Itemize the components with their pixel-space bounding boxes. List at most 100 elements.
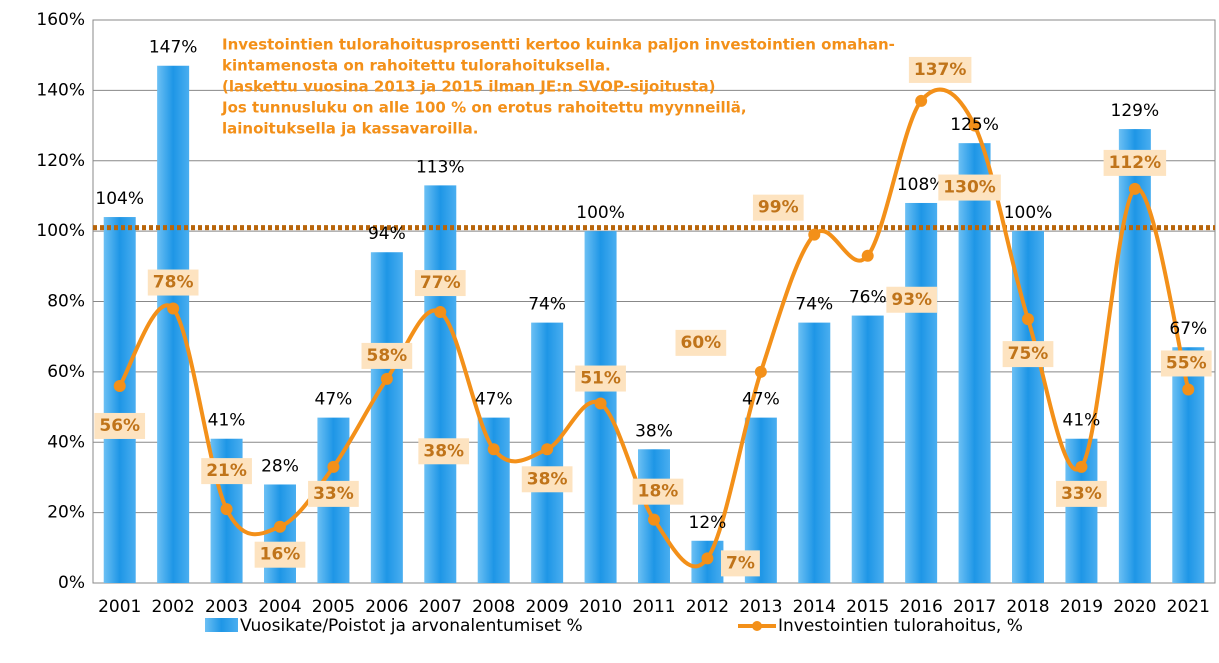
label-background [938, 174, 1001, 201]
line-value-label: 130% [943, 178, 996, 198]
x-tick-label: 2005 [312, 597, 355, 617]
line-value-label: 77% [420, 273, 461, 293]
y-tick-label: 100% [36, 221, 85, 241]
x-tick-label: 2004 [258, 597, 301, 617]
label-background [632, 478, 684, 505]
line-marker [113, 379, 126, 392]
y-tick-label: 140% [36, 80, 85, 100]
x-tick-label: 2016 [900, 597, 943, 617]
bar [157, 65, 190, 583]
line-value-label: 18% [638, 482, 679, 502]
line-value-label: 38% [423, 441, 464, 461]
bar-value-label: 104% [95, 189, 144, 209]
line-value-label: 21% [206, 461, 247, 481]
y-tick-label: 160% [36, 10, 85, 30]
line-value-label: 78% [153, 273, 194, 293]
annotation: Jos tunnusluku on alle 100 % on erotus r… [221, 99, 747, 117]
bar-value-label: 100% [576, 203, 625, 223]
line-value-label: 16% [260, 545, 301, 565]
x-tick-label: 2020 [1113, 597, 1156, 617]
line-value-label: 38% [527, 469, 568, 489]
line-value-label: 33% [313, 484, 354, 504]
line-marker [968, 119, 981, 132]
y-tick-label: 120% [36, 151, 85, 171]
label-background [361, 342, 413, 369]
line-marker [594, 397, 607, 410]
x-tick-label: 2019 [1060, 597, 1103, 617]
line-marker [541, 443, 554, 456]
x-tick-label: 2009 [526, 597, 569, 617]
x-tick-label: 2008 [472, 597, 515, 617]
y-tick-label: 60% [47, 362, 85, 382]
annotation: lainoituksella ja kassavaroilla. [222, 120, 479, 138]
bar [264, 484, 296, 583]
bar-value-label: 47% [742, 390, 780, 410]
label-background [418, 438, 470, 465]
line-value-label: 33% [1061, 484, 1102, 504]
x-tick-label: 2006 [365, 597, 408, 617]
label-background [521, 466, 573, 493]
x-tick-label: 2007 [419, 597, 462, 617]
bar-value-label: 108% [897, 175, 946, 195]
x-tick-label: 2015 [846, 597, 889, 617]
line-marker [1128, 182, 1141, 195]
line-marker [1182, 383, 1195, 396]
line-marker [754, 365, 767, 378]
line-marker [808, 228, 821, 241]
line-marker [327, 460, 340, 473]
legend-label: Investointien tulorahoitus, % [778, 616, 1023, 636]
label-background [147, 269, 199, 296]
legend-label: Vuosikate/Poistot ja arvonalentumiset % [240, 616, 583, 636]
bar-value-label: 41% [1063, 411, 1101, 431]
x-tick-label: 2017 [953, 597, 996, 617]
bar-value-label: 47% [475, 390, 513, 410]
bar-value-label: 67% [1169, 319, 1207, 339]
y-tick-label: 20% [47, 503, 85, 523]
bar-value-label: 125% [950, 115, 999, 135]
bar-value-label: 28% [261, 456, 299, 476]
x-tick-label: 2021 [1167, 597, 1210, 617]
line-marker [274, 520, 286, 533]
line-marker [701, 552, 714, 565]
bar-value-label: 100% [1004, 203, 1053, 223]
line-value-label: 93% [891, 290, 932, 310]
label-background [886, 286, 938, 313]
bar [103, 217, 136, 584]
label-background [201, 458, 252, 485]
line-marker [915, 94, 928, 107]
bar-value-label: 76% [849, 288, 887, 308]
line-value-label: 75% [1008, 344, 1049, 364]
line-marker [434, 306, 447, 319]
label-background [575, 365, 626, 392]
label-background [675, 329, 727, 356]
x-tick-label: 2003 [205, 597, 248, 617]
label-background [254, 541, 306, 568]
x-tick-label: 2002 [152, 597, 195, 617]
label-background [308, 480, 359, 507]
y-tick-label: 0% [58, 573, 85, 593]
line-value-label: 99% [758, 198, 799, 218]
line-marker [1075, 460, 1088, 473]
bar-value-label: 47% [315, 390, 353, 410]
bar-value-label: 41% [208, 411, 246, 431]
x-tick-label: 2010 [579, 597, 622, 617]
bar [851, 315, 884, 583]
label-background [414, 270, 466, 297]
legend-swatch [205, 618, 238, 632]
bar [1012, 231, 1044, 583]
label-background [908, 56, 972, 83]
bar-value-label: 12% [689, 513, 727, 533]
bar-value-label: 129% [1111, 101, 1160, 121]
label-background [1160, 350, 1212, 377]
line-marker [220, 503, 233, 516]
bar [424, 185, 457, 583]
annotation: kintamenosta on rahoitettu tulorahoituks… [222, 57, 611, 75]
bar-value-label: 74% [795, 295, 833, 315]
y-tick-label: 40% [47, 432, 85, 452]
annotation: (laskettu vuosina 2013 ja 2015 ilman JE:… [222, 78, 715, 96]
line-value-label: 137% [914, 60, 967, 80]
bar-value-label: 74% [528, 295, 566, 315]
line-marker [1022, 313, 1034, 326]
x-tick-label: 2013 [739, 597, 782, 617]
line-value-label: 60% [681, 333, 722, 353]
